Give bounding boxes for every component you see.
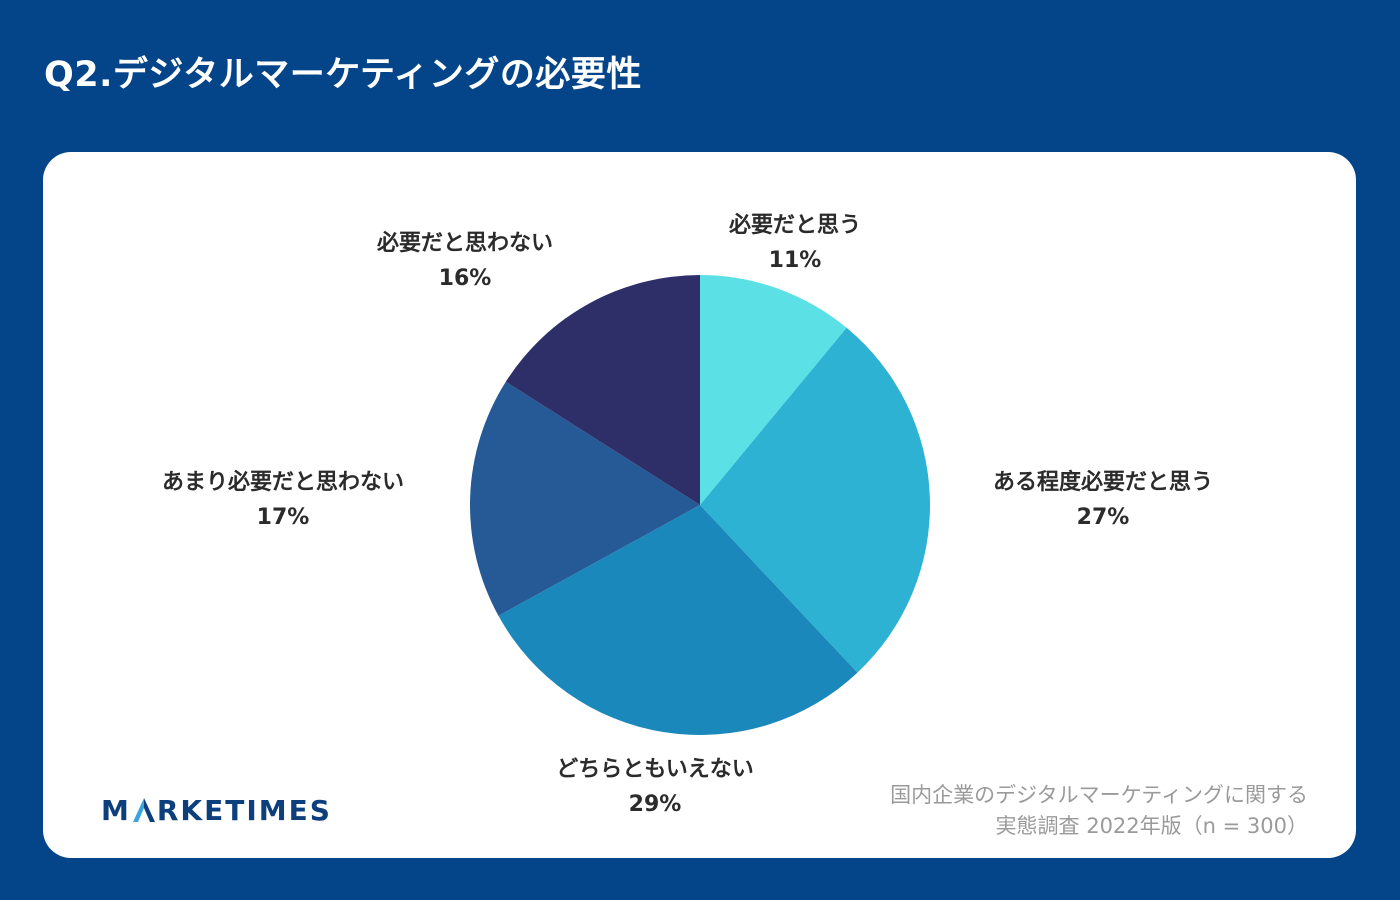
source-note: 国内企業のデジタルマーケティングに関する 実態調査 2022年版（n = 300… xyxy=(890,780,1308,842)
slice-value-label: 11% xyxy=(769,248,822,273)
slice-category-label: どちらともいえない xyxy=(556,757,754,782)
slice-value-label: 17% xyxy=(257,505,310,530)
slice-value-label: 16% xyxy=(439,266,492,291)
logo-text-end: RKETIMES xyxy=(156,793,332,827)
page-title: Q2.デジタルマーケティングの必要性 xyxy=(44,55,642,95)
pie-slices xyxy=(469,275,931,735)
logo-text-start: M xyxy=(101,793,131,827)
logo-a-mark xyxy=(132,797,156,823)
slice-category-label: ある程度必要だと思う xyxy=(993,469,1213,495)
pie-labels: 必要だと思う 11% ある程度必要だと思う 27% どちらともいえない 29% あまり必要だ… xyxy=(162,212,1213,817)
pie-slice xyxy=(505,275,700,505)
slice-category-label: 必要だと思わない xyxy=(377,230,553,256)
pie-slice xyxy=(700,327,931,673)
marketimes-logo: M RKETIMES xyxy=(101,793,332,827)
pie-slice xyxy=(469,381,700,616)
source-line-2: 実態調査 2022年版（n = 300） xyxy=(995,814,1308,838)
slice-category-label: あまり必要だと思わない xyxy=(162,469,404,495)
pie-slice xyxy=(700,275,847,505)
slice-value-label: 27% xyxy=(1077,505,1130,530)
pie-slice xyxy=(498,505,858,735)
source-line-1: 国内企業のデジタルマーケティングに関する xyxy=(890,783,1308,807)
slice-category-label: 必要だと思う xyxy=(729,212,861,238)
slice-value-label: 29% xyxy=(629,792,682,817)
